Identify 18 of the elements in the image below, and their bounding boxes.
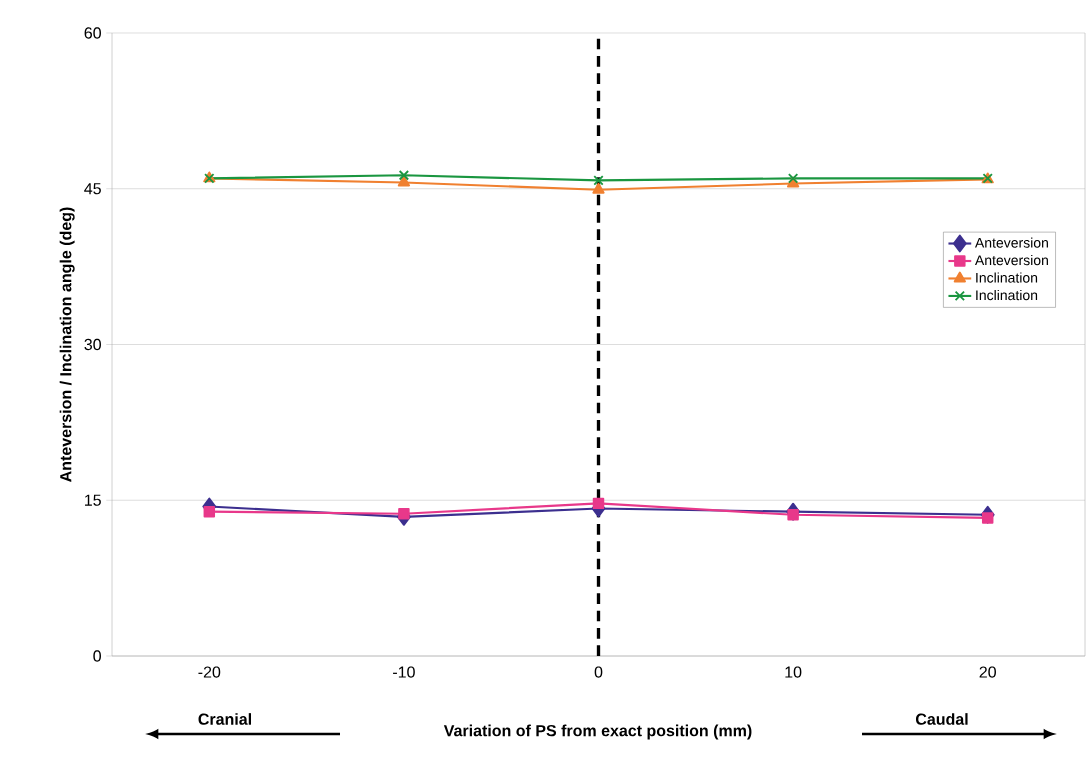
y-tick-label: 30 xyxy=(84,338,101,351)
x-tick-label: 0 xyxy=(594,666,603,678)
x-tick-label: -20 xyxy=(198,666,221,678)
text: Caudal xyxy=(915,713,968,725)
y-tick-label: 15 xyxy=(85,494,101,506)
y-tick-label: 45 xyxy=(84,183,101,195)
legend-label: Anteversion xyxy=(974,254,1048,266)
x-tick-label: 10 xyxy=(785,666,802,678)
legend-label: Anteversion xyxy=(974,237,1048,248)
legend-label: Inclination xyxy=(976,289,1038,301)
x-axis-title: Variation of PS from exact position (mm) xyxy=(443,724,752,740)
x-tick-label: -10 xyxy=(393,666,415,678)
x-tick-label: 20 xyxy=(979,666,996,678)
text: Cranial xyxy=(198,713,251,725)
y-tick-label: 0 xyxy=(93,650,101,662)
y-tick-label: 60 xyxy=(84,27,101,39)
legend-label: Inclination xyxy=(976,272,1038,283)
y-axis-title: Anteversion / Inclination angle (deg) xyxy=(59,207,75,482)
